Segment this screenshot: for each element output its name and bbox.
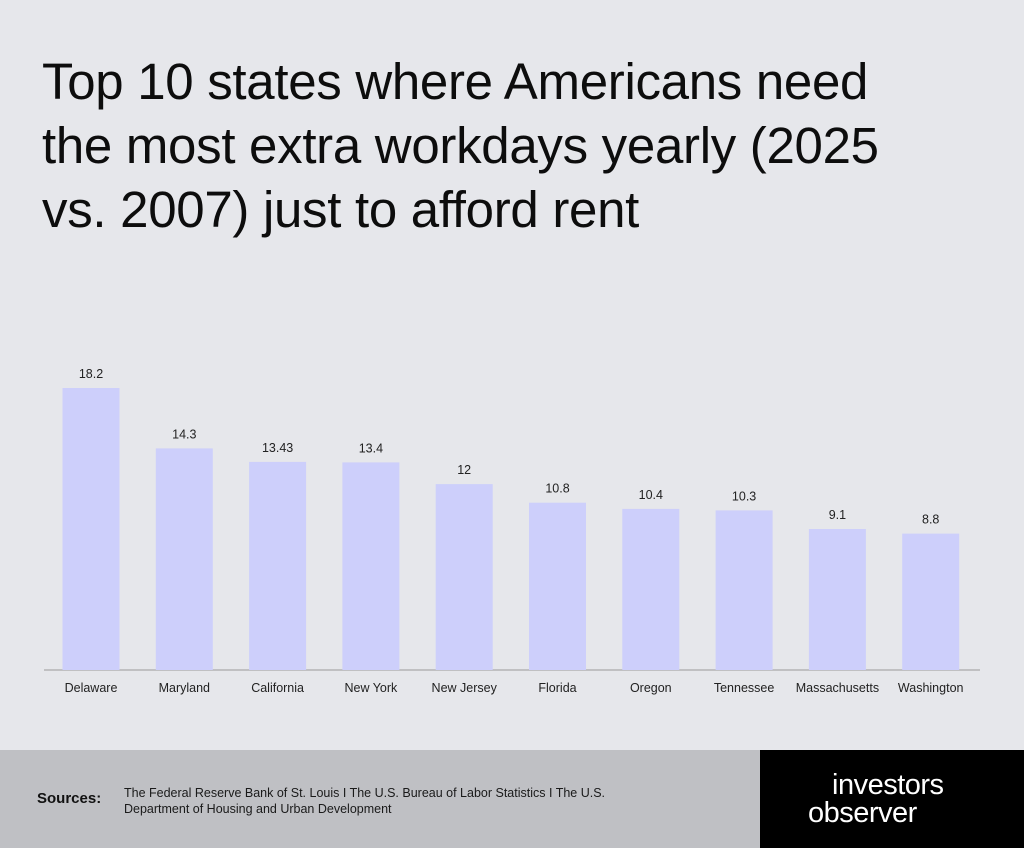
category-label-new-york: New York — [344, 681, 398, 695]
bar-california — [249, 461, 307, 670]
value-label-new-york: 13.4 — [359, 441, 383, 455]
value-label-tennessee: 10.3 — [732, 489, 756, 503]
category-label-washington: Washington — [898, 681, 964, 695]
value-label-california: 13.43 — [262, 441, 293, 455]
value-label-florida: 10.8 — [545, 482, 569, 496]
bar-massachusetts — [808, 529, 866, 670]
sources-panel: Sources: The Federal Reserve Bank of St.… — [0, 750, 760, 848]
sources-label: Sources: — [37, 790, 102, 807]
bar-washington — [902, 533, 960, 670]
category-label-delaware: Delaware — [65, 681, 118, 695]
value-label-washington: 8.8 — [922, 513, 939, 527]
value-label-delaware: 18.2 — [79, 367, 103, 381]
value-label-maryland: 14.3 — [172, 427, 196, 441]
sources-text: The Federal Reserve Bank of St. Louis I … — [124, 786, 606, 816]
logo-line-observer: observer — [808, 797, 917, 829]
bar-florida — [529, 502, 586, 670]
bar-tennessee — [715, 510, 773, 670]
chart-title: Top 10 states where Americans need the m… — [42, 53, 879, 238]
bar-new-jersey — [435, 484, 493, 670]
value-label-massachusetts: 9.1 — [829, 508, 846, 522]
bar-maryland — [155, 448, 213, 670]
value-label-new-jersey: 12 — [457, 463, 471, 477]
footer: Sources: The Federal Reserve Bank of St.… — [0, 750, 1024, 848]
category-label-oregon: Oregon — [630, 681, 672, 695]
category-label-new-jersey: New Jersey — [432, 681, 498, 695]
category-label-tennessee: Tennessee — [714, 681, 775, 695]
logo: investors observer — [760, 750, 1024, 848]
category-label-maryland: Maryland — [159, 681, 210, 695]
category-label-california: California — [251, 681, 304, 695]
category-label-massachusetts: Massachusetts — [796, 681, 879, 695]
bar-delaware — [62, 388, 120, 670]
bar-chart: 18.2 Delaware 14.3 Maryland 13.43 California 1… — [44, 367, 980, 695]
logo-line-investors: investors — [832, 769, 944, 801]
value-label-oregon: 10.4 — [639, 488, 663, 502]
bar-new-york — [342, 462, 400, 670]
category-label-florida: Florida — [538, 681, 576, 695]
bar-oregon — [622, 508, 680, 670]
